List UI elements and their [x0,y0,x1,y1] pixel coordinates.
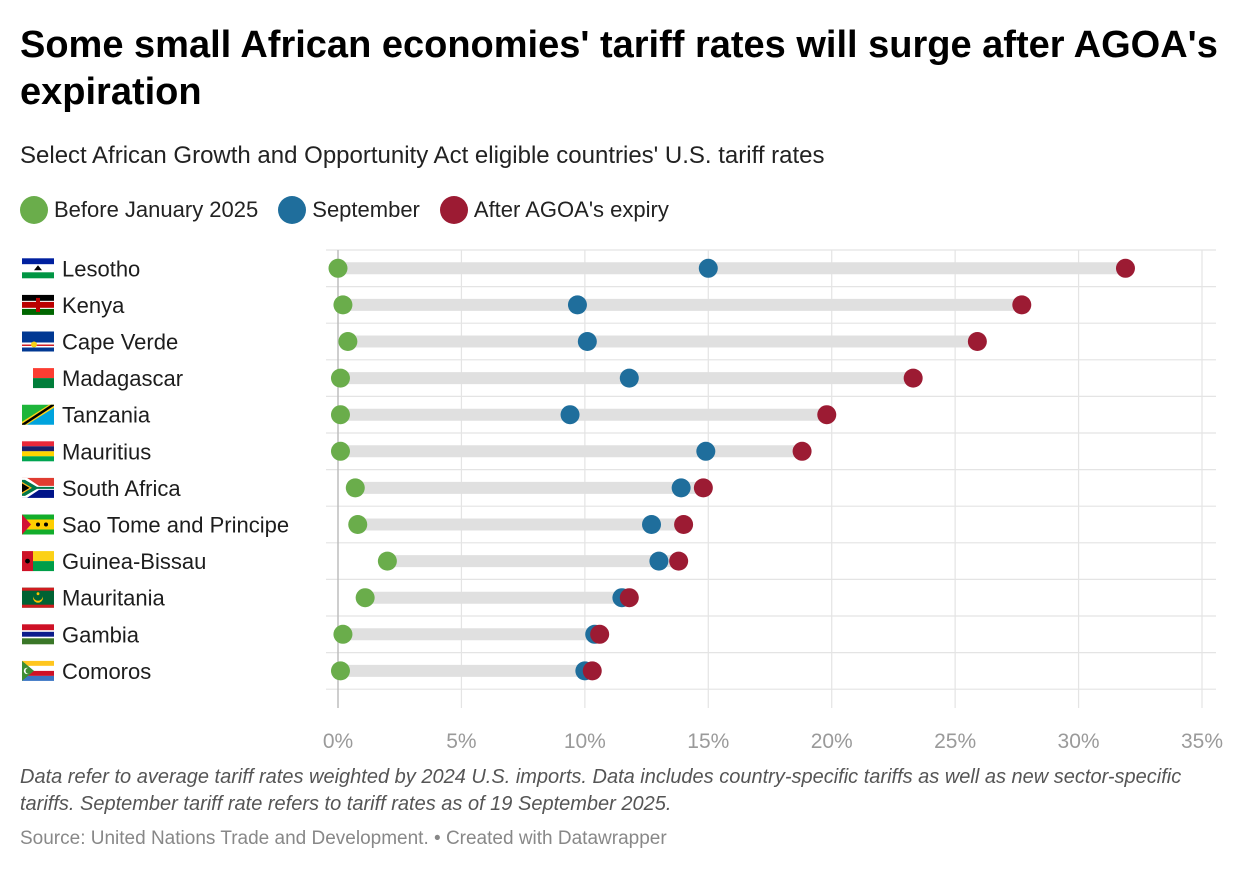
guinea-bissau-flag-icon [22,551,54,572]
legend-dot-after [439,196,468,224]
x-tick-label: 20% [811,730,853,753]
chart-source: Source: United Nations Trade and Develop… [20,828,667,849]
x-tick-label: 10% [564,730,606,753]
chart-title: Some small African economies' tariff rat… [20,24,1218,113]
country-label: Sao Tome and Principe [62,513,289,538]
dot-after [590,624,610,644]
dot-before [345,478,365,498]
legend-item-before: Before January 2025 [20,196,258,224]
dot-september [560,405,580,425]
country-label: Comoros [62,659,151,684]
legend-item-september: September [278,196,420,224]
legend-dot-september [278,196,307,224]
dot-september [619,368,639,388]
dot-before [328,258,348,278]
dot-before [333,624,353,644]
sao-tome-flag-icon [22,514,54,535]
dot-after [669,551,689,571]
country-label: Lesotho [62,256,140,281]
x-tick-label: 5% [446,730,476,753]
dot-after [1012,295,1032,315]
legend-label-after: After AGOA's expiry [473,197,669,222]
legend-label-before: Before January 2025 [54,197,259,222]
dot-september [642,515,662,534]
dot-after [674,515,694,534]
x-tick-label: 25% [934,730,976,753]
dot-after [967,332,987,351]
dot-september [696,441,716,461]
legend: Before January 2025 September After AGOA… [20,196,689,224]
dot-after [903,368,923,388]
dot-before [330,441,350,461]
kenya-flag-icon [22,294,54,315]
cape-verde-flag-icon [22,331,54,352]
x-tick-label: 0% [323,730,353,753]
country-label: Kenya [62,293,125,318]
tanzania-flag-icon [22,404,54,425]
country-label: Guinea-Bissau [62,549,206,574]
dot-before [330,368,350,388]
dot-before [377,551,397,571]
dot-before [338,332,358,351]
dot-after [792,441,812,461]
lesotho-flag-icon [22,258,54,279]
x-tick-label: 35% [1181,730,1223,753]
chart-notes: Data refer to average tariff rates weigh… [20,766,1182,815]
mauritius-flag-icon [22,441,54,462]
country-label: Tanzania [62,403,151,428]
dot-after [619,588,639,608]
dot-september [698,258,718,278]
legend-item-after: After AGOA's expiry [439,196,669,224]
dot-after [1115,258,1135,278]
chart-subtitle: Select African Growth and Opportunity Ac… [20,142,825,169]
x-tick-label: 30% [1058,730,1100,753]
dot-september [671,478,691,498]
dot-before [333,295,353,315]
legend-dot-before [20,196,48,224]
country-label: Cape Verde [62,330,178,355]
dot-before [330,661,350,681]
dot-before [348,515,368,534]
legend-label-september: September [312,197,420,222]
south-africa-flag-icon [22,477,54,498]
dot-september [567,295,587,315]
dot-after [582,661,602,681]
country-label: Mauritania [62,586,165,611]
mauritania-flag-icon [22,587,54,608]
dot-before [330,405,350,425]
madagascar-flag-icon [22,368,54,389]
dot-after [817,405,837,425]
comoros-flag-icon [22,660,54,681]
dot-before [355,588,375,608]
country-label: Madagascar [62,366,183,391]
x-tick-label: 15% [687,730,729,753]
country-label: Mauritius [62,439,151,464]
country-label: Gambia [62,622,140,647]
gambia-flag-icon [22,624,54,645]
country-label: South Africa [62,476,181,501]
dot-september [577,332,597,351]
dot-september [649,551,669,571]
dot-after [693,478,713,498]
dot-range-chart: 0% 5% 10% 15% 20% 25% 30% 35% Lesotho Kenya Cape V… [22,249,1223,753]
